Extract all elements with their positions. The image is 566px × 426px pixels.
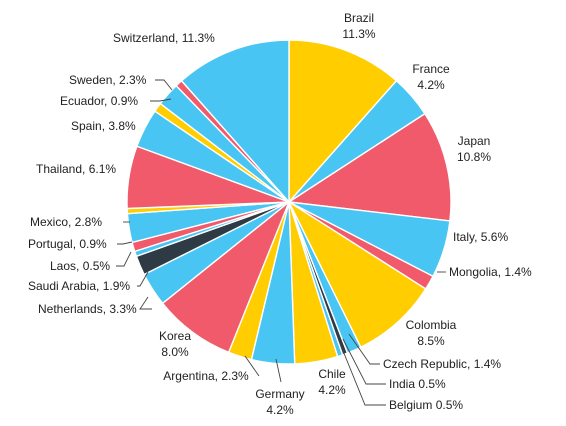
- label-argentina: Argentina, 2.3%: [163, 369, 249, 383]
- leader-line-germany: [275, 358, 282, 383]
- label-netherlands: Netherlands, 3.3%: [38, 302, 137, 316]
- leader-line-argentina: [244, 355, 260, 377]
- leader-line-saudi-arabia: [137, 271, 149, 287]
- label-saudi-arabia: Saudi Arabia, 1.9%: [28, 279, 130, 293]
- label-mexico: Mexico, 2.8%: [30, 215, 102, 229]
- label-chile: Chile 4.2%: [318, 367, 346, 397]
- label-spain: Spain, 3.8%: [71, 119, 136, 133]
- label-portugal: Portugal, 0.9%: [28, 237, 107, 251]
- label-czech-republic: Czech Republic, 1.4%: [383, 357, 501, 371]
- label-belgium: Belgium 0.5%: [389, 398, 463, 412]
- label-mongolia: Mongolia, 1.4%: [449, 265, 532, 279]
- slice-colombia: [287, 200, 427, 349]
- leader-line-czech-republic: [348, 333, 380, 365]
- leader-line-laos: [116, 251, 132, 267]
- label-germany: Germany 4.2%: [255, 387, 304, 417]
- label-laos: Laos, 0.5%: [50, 259, 110, 273]
- pie-slices: [126, 39, 452, 365]
- label-france: France 4.2%: [412, 62, 450, 92]
- leader-line-ecuador: [150, 98, 172, 102]
- leader-line-india: [342, 338, 386, 385]
- label-switzerland: Switzerland, 11.3%: [113, 31, 215, 45]
- slice-japan: [286, 112, 452, 222]
- label-italy: Italy, 5.6%: [453, 230, 508, 244]
- label-japan: Japan 10.8%: [457, 134, 491, 164]
- label-thailand: Thailand, 6.1%: [36, 162, 116, 176]
- label-ecuador: Ecuador, 0.9%: [60, 94, 138, 108]
- leader-line-portugal: [117, 241, 133, 245]
- label-india: India 0.5%: [389, 377, 446, 391]
- slice-switzerland: [180, 39, 290, 204]
- label-colombia: Colombia 8.5%: [406, 318, 457, 348]
- label-brazil: Brazil 11.3%: [342, 11, 375, 41]
- label-korea: Korea 8.0%: [159, 329, 191, 359]
- leader-line-netherlands: [139, 296, 152, 310]
- leader-line-sweden: [155, 79, 173, 91]
- leader-lines: [116, 79, 446, 406]
- leader-line-belgium: [338, 340, 386, 406]
- label-sweden: Sweden, 2.3%: [69, 73, 147, 87]
- slice-labels: Brazil 11.3% France 4.2% Japan 10.8% Italy, 5.…: [28, 11, 532, 417]
- slice-brazil: [288, 39, 398, 204]
